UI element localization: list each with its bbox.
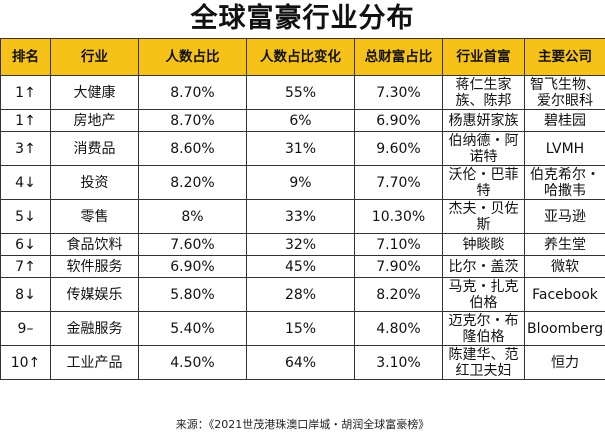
wealth-share-cell: 6.90% xyxy=(354,109,443,132)
industry-cell: 大健康 xyxy=(50,75,139,110)
page-title: 全球富豪行业分布 xyxy=(190,3,415,34)
people-share-cell: 4.50% xyxy=(138,345,247,380)
rank-cell: 1↑ xyxy=(0,109,51,132)
company-cell: Bloomberg xyxy=(524,311,605,346)
share-change-cell: 31% xyxy=(246,131,355,166)
richest-cell: 杰夫・贝佐斯 xyxy=(442,199,525,234)
company-cell: LVMH xyxy=(524,131,605,166)
richest-cell: 杨惠妍家族 xyxy=(442,109,525,132)
header-rank: 排名 xyxy=(0,38,51,76)
richest-cell: 迈克尔・布隆伯格 xyxy=(442,311,525,346)
source-note: 来源：《2021世茂港珠澳口岸城・胡润全球富豪榜》 xyxy=(175,418,430,431)
share-change-cell: 32% xyxy=(246,233,355,256)
richest-cell: 蒋仁生家族、陈邦 xyxy=(442,75,525,110)
rank-cell: 7↑ xyxy=(0,255,51,278)
share-change-cell: 28% xyxy=(246,277,355,312)
wealth-share-cell: 10.30% xyxy=(354,199,443,234)
rank-cell: 10↑ xyxy=(0,345,51,380)
richest-cell: 沃伦・巴菲特 xyxy=(442,165,525,200)
company-cell: 智飞生物、爱尔眼科 xyxy=(524,75,605,110)
rank-cell: 6↓ xyxy=(0,233,51,256)
company-cell: Facebook xyxy=(524,277,605,312)
share-change-cell: 45% xyxy=(246,255,355,278)
wealth-industry-table: 排名 行业 人数占比 人数占比变化 总财富占比 行业首富 主要公司 1↑ 大健康… xyxy=(0,38,605,380)
industry-cell: 消费品 xyxy=(50,131,139,166)
share-change-cell: 9% xyxy=(246,165,355,200)
header-wealth-share: 总财富占比 xyxy=(354,38,443,76)
people-share-cell: 8.70% xyxy=(138,75,247,110)
industry-cell: 工业产品 xyxy=(50,345,139,380)
share-change-cell: 15% xyxy=(246,311,355,346)
header-company: 主要公司 xyxy=(524,38,605,76)
table-row: 6↓ 食品饮料 7.60% 32% 7.10% 钟睒睒 养生堂 xyxy=(0,233,605,256)
people-share-cell: 6.90% xyxy=(138,255,247,278)
richest-cell: 马克・扎克伯格 xyxy=(442,277,525,312)
table-row: 1↑ 房地产 8.70% 6% 6.90% 杨惠妍家族 碧桂园 xyxy=(0,109,605,132)
header-people-share: 人数占比 xyxy=(138,38,247,76)
rank-cell: 1↑ xyxy=(0,75,51,110)
wealth-share-cell: 3.10% xyxy=(354,345,443,380)
industry-cell: 金融服务 xyxy=(50,311,139,346)
rank-cell: 9– xyxy=(0,311,51,346)
wealth-share-cell: 7.10% xyxy=(354,233,443,256)
industry-cell: 房地产 xyxy=(50,109,139,132)
people-share-cell: 5.80% xyxy=(138,277,247,312)
wealth-share-cell: 9.60% xyxy=(354,131,443,166)
industry-cell: 零售 xyxy=(50,199,139,234)
rank-cell: 8↓ xyxy=(0,277,51,312)
richest-cell: 比尔・盖茨 xyxy=(442,255,525,278)
people-share-cell: 5.40% xyxy=(138,311,247,346)
share-change-cell: 64% xyxy=(246,345,355,380)
industry-cell: 食品饮料 xyxy=(50,233,139,256)
table-row: 10↑ 工业产品 4.50% 64% 3.10% 陈建华、范红卫夫妇 恒力 xyxy=(0,345,605,380)
company-cell: 养生堂 xyxy=(524,233,605,256)
rank-cell: 3↑ xyxy=(0,131,51,166)
people-share-cell: 8.60% xyxy=(138,131,247,166)
header-richest: 行业首富 xyxy=(442,38,525,76)
company-cell: 恒力 xyxy=(524,345,605,380)
industry-cell: 投资 xyxy=(50,165,139,200)
table-row: 9– 金融服务 5.40% 15% 4.80% 迈克尔・布隆伯格 Bloombe… xyxy=(0,311,605,346)
table-row: 4↓ 投资 8.20% 9% 7.70% 沃伦・巴菲特 伯克希尔・哈撒韦 xyxy=(0,165,605,200)
people-share-cell: 8.70% xyxy=(138,109,247,132)
wealth-share-cell: 4.80% xyxy=(354,311,443,346)
share-change-cell: 33% xyxy=(246,199,355,234)
wealth-share-cell: 7.70% xyxy=(354,165,443,200)
company-cell: 亚马逊 xyxy=(524,199,605,234)
table-row: 1↑ 大健康 8.70% 55% 7.30% 蒋仁生家族、陈邦 智飞生物、爱尔眼… xyxy=(0,75,605,110)
wealth-share-cell: 7.30% xyxy=(354,75,443,110)
richest-cell: 钟睒睒 xyxy=(442,233,525,256)
rank-cell: 5↓ xyxy=(0,199,51,234)
table-row: 3↑ 消费品 8.60% 31% 9.60% 伯纳德・阿诺特 LVMH xyxy=(0,131,605,166)
richest-cell: 陈建华、范红卫夫妇 xyxy=(442,345,525,380)
people-share-cell: 8% xyxy=(138,199,247,234)
table-row: 5↓ 零售 8% 33% 10.30% 杰夫・贝佐斯 亚马逊 xyxy=(0,199,605,234)
header-share-change: 人数占比变化 xyxy=(246,38,355,76)
people-share-cell: 8.20% xyxy=(138,165,247,200)
table-header-row: 排名 行业 人数占比 人数占比变化 总财富占比 行业首富 主要公司 xyxy=(0,38,605,76)
wealth-share-cell: 7.90% xyxy=(354,255,443,278)
company-cell: 微软 xyxy=(524,255,605,278)
industry-cell: 软件服务 xyxy=(50,255,139,278)
company-cell: 碧桂园 xyxy=(524,109,605,132)
table-row: 7↑ 软件服务 6.90% 45% 7.90% 比尔・盖茨 微软 xyxy=(0,255,605,278)
richest-cell: 伯纳德・阿诺特 xyxy=(442,131,525,166)
rank-cell: 4↓ xyxy=(0,165,51,200)
table-row: 8↓ 传媒娱乐 5.80% 28% 8.20% 马克・扎克伯格 Facebook xyxy=(0,277,605,312)
share-change-cell: 55% xyxy=(246,75,355,110)
header-industry: 行业 xyxy=(50,38,139,76)
people-share-cell: 7.60% xyxy=(138,233,247,256)
wealth-share-cell: 8.20% xyxy=(354,277,443,312)
industry-cell: 传媒娱乐 xyxy=(50,277,139,312)
share-change-cell: 6% xyxy=(246,109,355,132)
company-cell: 伯克希尔・哈撒韦 xyxy=(524,165,605,200)
